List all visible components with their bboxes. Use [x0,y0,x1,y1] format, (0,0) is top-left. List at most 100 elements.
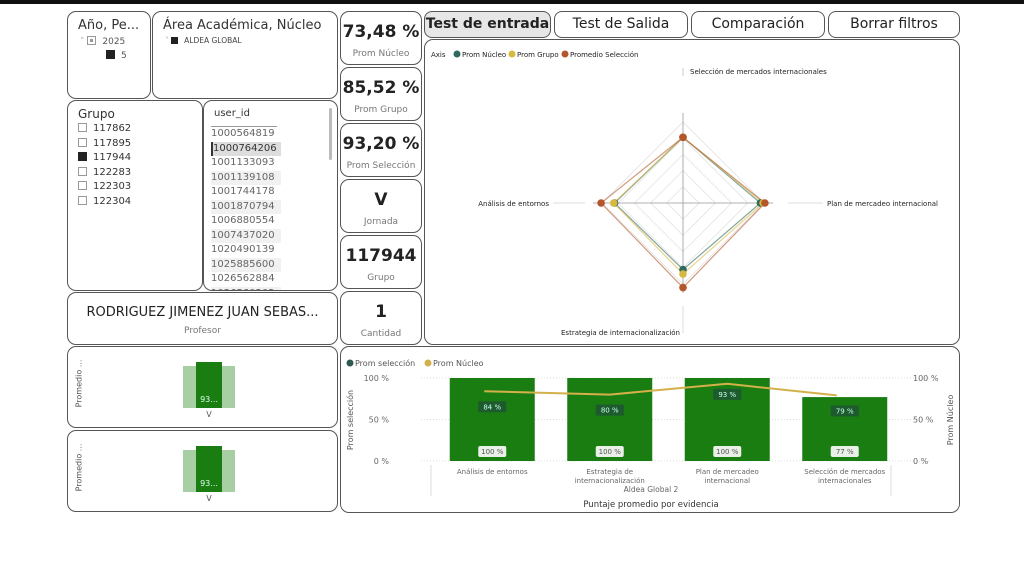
radar-point[interactable] [597,199,605,207]
tab-borrar-filtros[interactable]: Borrar filtros [828,11,960,38]
user-id-option[interactable]: 1001870794 [211,199,281,214]
legend-marker [346,359,354,367]
group-option[interactable]: 122304 [78,195,131,207]
tree-item-2025[interactable]: ˄ 2025 [80,36,126,47]
kpi-label: Prom Selección [346,161,416,171]
tab-comparacion[interactable]: Comparación [691,11,825,38]
bar-data-label-bg [595,446,624,457]
checkbox-icon[interactable] [78,195,87,205]
y-axis-label: Promedio ... [74,359,84,408]
line-data-label: 79 % [836,407,854,415]
year-period-slicer: Año, Pe... ˄ 2025 5 [67,11,151,99]
user-id-option[interactable]: 1000764206 [211,141,281,156]
bar-data-label: 77 % [836,448,854,456]
user-id-option[interactable]: 1007437020 [211,228,281,243]
x-tick-label: Análisis de entornos [457,468,528,476]
data-label: 93... [200,395,218,404]
value-bar: 93... [196,362,222,408]
group-label: Aldea Global 2 [624,485,679,494]
x-tick-label: internacional [704,477,750,485]
user-id-slicer: user_id 1000564819 1000764206 1001133093 10… [203,100,338,291]
kpi-label: Jornada [363,217,399,227]
small-bar-chart: Promedio ... 93... V [67,346,338,428]
y2-tick-label: 0 % [913,457,929,466]
group-label: 122303 [93,181,132,192]
bar-data-label-bg [830,446,859,457]
kpi-value: 85,52 % [342,78,420,98]
radar-point[interactable] [609,199,618,207]
tree-item-aldea[interactable]: ˅ ALDEA GLOBAL [165,36,242,45]
bar-data-label-bg [478,446,507,457]
user-id-option[interactable]: 1001744178 [211,186,275,197]
group-option[interactable]: 117944 [78,152,131,163]
legend-marker [453,50,461,58]
line-data-label-bg [830,405,859,417]
legend-label[interactable]: Prom Núcleo [462,51,506,59]
user-id-option[interactable]: 1020490139 [211,244,275,255]
legend-title: Axis [431,51,446,59]
user-id-option[interactable]: 1026562884 [211,273,275,284]
legend: Axis Prom Núcleo Prom Grupo Promedio Selecc… [431,50,639,59]
group-label: 122283 [93,166,132,178]
legend-label[interactable]: Prom Núcleo [433,359,484,368]
checkbox-icon[interactable] [78,152,87,161]
axis-label: Plan de mercadeo internacional [827,200,938,208]
radar-point[interactable] [679,270,687,278]
kpi-label: Cantidad [360,329,402,339]
kpi-label: Prom Grupo [354,105,408,115]
kpi-card-prom-selecci-n: 93,20 % Prom Selección [340,123,422,177]
slicer-title: Área Académica, Núcleo [163,18,322,33]
user-id-option[interactable]: 1026560202 [211,286,281,290]
legend-label[interactable]: Prom Grupo [517,51,559,59]
x-tick-label: internacionalización [575,477,645,485]
group-slicer: Grupo 117862 117895 117944 122283 122303 1223… [67,100,203,291]
radar-series-line [613,136,762,271]
user-id-option[interactable]: 1001139108 [211,170,281,185]
header-divider [211,126,277,127]
group-option[interactable]: 122283 [78,166,132,178]
slicer-title: Grupo [78,107,115,121]
tab-test-salida[interactable]: Test de Salida [554,11,688,38]
category-label: V [206,494,212,503]
kpi-value: 73,48 % [342,22,420,42]
user-id-option[interactable]: 1006880554 [211,215,275,226]
radar-point[interactable] [761,199,769,207]
legend-label[interactable]: Prom selección [355,358,415,368]
bar-data-label: 100 % [716,448,739,456]
legend-marker [561,50,569,58]
bar-data-label-bg [713,446,742,457]
scrollbar[interactable] [329,108,332,160]
user-id-option[interactable]: 1001133093 [211,157,275,168]
profesor-label: Profesor [184,326,221,336]
line-data-label: 93 % [718,391,736,399]
radar-point[interactable] [679,283,687,292]
user-id-option[interactable]: 1000564819 [211,128,275,139]
checkbox-icon[interactable] [106,50,115,59]
chevron-down-icon[interactable]: ˅ [165,36,169,45]
kpi-card-grupo: 117944 Grupo [340,235,422,289]
group-option[interactable]: 117862 [78,123,131,134]
axis-label: Análisis de entornos [478,200,549,208]
user-id-option[interactable]: 1025885600 [211,257,281,272]
checkbox-icon[interactable] [78,166,87,176]
radar-chart: Axis Prom Núcleo Prom Grupo Promedio Selecc… [431,50,938,337]
line-series[interactable] [484,382,837,397]
legend: Prom selección Prom Núcleo [346,358,484,368]
tab-test-entrada[interactable]: Test de entrada [424,11,551,38]
partial-checkbox-icon[interactable] [87,36,97,45]
category-label: V [206,410,212,419]
legend-label[interactable]: Promedio Selección [570,51,639,59]
checkbox-icon[interactable] [78,123,87,132]
kpi-value: 93,20 % [342,134,420,154]
checkbox-icon[interactable] [171,37,179,44]
chevron-up-icon[interactable]: ˄ [80,37,85,47]
tree-item-period[interactable]: 5 [106,50,127,61]
profesor-card: RODRIGUEZ JIMENEZ JUAN SEBAS... Profesor [67,292,338,345]
group-option[interactable]: 122303 [78,181,131,192]
radar-series-line [612,136,765,275]
group-option[interactable]: 117895 [78,137,132,149]
checkbox-icon[interactable] [78,137,87,147]
group-label: 117895 [93,137,132,149]
radar-point[interactable] [679,133,687,142]
checkbox-icon[interactable] [78,181,87,190]
